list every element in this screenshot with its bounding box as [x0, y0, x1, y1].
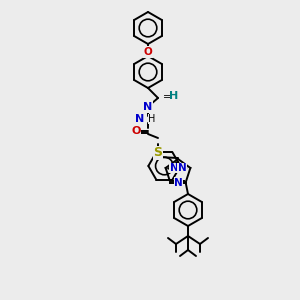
Text: S: S: [154, 146, 163, 160]
Text: N: N: [178, 163, 186, 173]
Text: O: O: [144, 47, 152, 57]
Text: N: N: [135, 114, 145, 124]
Text: H: H: [148, 114, 156, 124]
Text: H: H: [169, 91, 178, 101]
Text: N: N: [169, 163, 178, 173]
Text: =: =: [163, 92, 171, 102]
Text: N: N: [174, 178, 183, 188]
Text: O: O: [131, 126, 141, 136]
Text: N: N: [143, 102, 153, 112]
